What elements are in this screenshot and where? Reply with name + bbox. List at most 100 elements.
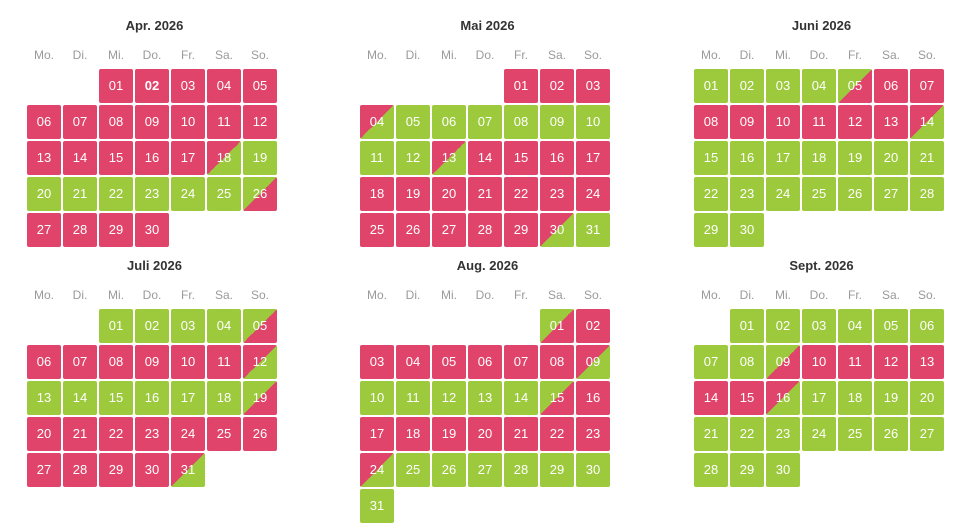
day-booked[interactable]: 22 xyxy=(504,177,538,211)
day-booked[interactable]: 11 xyxy=(207,105,241,139)
day-free[interactable]: 04 xyxy=(838,309,872,343)
day-booked[interactable]: 27 xyxy=(27,453,61,487)
day-free[interactable]: 02 xyxy=(730,69,764,103)
day-booked[interactable]: 06 xyxy=(874,69,908,103)
day-free[interactable]: 25 xyxy=(802,177,836,211)
day-free[interactable]: 01 xyxy=(694,69,728,103)
day-free[interactable]: 13 xyxy=(468,381,502,415)
day-free[interactable]: 29 xyxy=(694,213,728,247)
day-free[interactable]: 24 xyxy=(171,177,205,211)
day-booked[interactable]: 08 xyxy=(540,345,574,379)
day-booked[interactable]: 29 xyxy=(99,453,133,487)
day-booked[interactable]: 17 xyxy=(171,141,205,175)
day-free[interactable]: 30 xyxy=(576,453,610,487)
day-changeover-free-booked[interactable]: 09 xyxy=(766,345,800,379)
day-free[interactable]: 22 xyxy=(99,177,133,211)
day-booked[interactable]: 14 xyxy=(694,381,728,415)
day-changeover-booked-free[interactable]: 16 xyxy=(766,381,800,415)
day-free[interactable]: 01 xyxy=(99,309,133,343)
day-booked[interactable]: 28 xyxy=(468,213,502,247)
day-booked[interactable]: 28 xyxy=(63,213,97,247)
day-changeover-free-booked[interactable]: 01 xyxy=(540,309,574,343)
day-booked[interactable]: 01 xyxy=(99,69,133,103)
day-free[interactable]: 17 xyxy=(802,381,836,415)
day-booked[interactable]: 11 xyxy=(838,345,872,379)
day-free[interactable]: 14 xyxy=(504,381,538,415)
day-booked[interactable]: 16 xyxy=(576,381,610,415)
day-booked[interactable]: 12 xyxy=(874,345,908,379)
day-free[interactable]: 07 xyxy=(694,345,728,379)
day-free[interactable]: 12 xyxy=(396,141,430,175)
day-free[interactable]: 02 xyxy=(766,309,800,343)
day-free[interactable]: 27 xyxy=(468,453,502,487)
day-booked[interactable]: 10 xyxy=(802,345,836,379)
day-booked[interactable]: 18 xyxy=(360,177,394,211)
day-free[interactable]: 01 xyxy=(730,309,764,343)
day-booked[interactable]: 03 xyxy=(360,345,394,379)
day-booked[interactable]: 10 xyxy=(171,105,205,139)
day-free[interactable]: 31 xyxy=(360,489,394,523)
day-booked[interactable]: 22 xyxy=(99,417,133,451)
day-free[interactable]: 23 xyxy=(730,177,764,211)
day-free[interactable]: 26 xyxy=(874,417,908,451)
day-free[interactable]: 18 xyxy=(802,141,836,175)
day-free[interactable]: 27 xyxy=(910,417,944,451)
day-free[interactable]: 19 xyxy=(874,381,908,415)
day-booked[interactable]: 13 xyxy=(910,345,944,379)
day-booked[interactable]: 20 xyxy=(432,177,466,211)
day-free[interactable]: 20 xyxy=(874,141,908,175)
day-free[interactable]: 20 xyxy=(910,381,944,415)
day-booked[interactable]: 24 xyxy=(171,417,205,451)
day-changeover-booked-free[interactable]: 31 xyxy=(171,453,205,487)
day-free[interactable]: 24 xyxy=(802,417,836,451)
day-booked[interactable]: 03 xyxy=(576,69,610,103)
day-booked[interactable]: 26 xyxy=(396,213,430,247)
day-changeover-booked-free[interactable]: 18 xyxy=(207,141,241,175)
day-booked[interactable]: 21 xyxy=(63,417,97,451)
day-booked[interactable]: 24 xyxy=(576,177,610,211)
day-booked[interactable]: 06 xyxy=(27,105,61,139)
day-free[interactable]: 05 xyxy=(874,309,908,343)
day-booked[interactable]: 09 xyxy=(135,105,169,139)
day-free[interactable]: 25 xyxy=(396,453,430,487)
day-free[interactable]: 26 xyxy=(838,177,872,211)
day-free[interactable]: 13 xyxy=(27,381,61,415)
day-free[interactable]: 26 xyxy=(432,453,466,487)
day-booked[interactable]: 18 xyxy=(396,417,430,451)
day-booked[interactable]: 02 xyxy=(135,69,169,103)
day-booked[interactable]: 11 xyxy=(207,345,241,379)
day-booked[interactable]: 23 xyxy=(540,177,574,211)
day-booked[interactable]: 26 xyxy=(243,417,277,451)
day-booked[interactable]: 21 xyxy=(468,177,502,211)
day-free[interactable]: 04 xyxy=(802,69,836,103)
day-free[interactable]: 23 xyxy=(135,177,169,211)
day-free[interactable]: 21 xyxy=(694,417,728,451)
day-booked[interactable]: 08 xyxy=(99,345,133,379)
day-booked[interactable]: 17 xyxy=(576,141,610,175)
day-booked[interactable]: 12 xyxy=(838,105,872,139)
day-free[interactable]: 29 xyxy=(540,453,574,487)
day-booked[interactable]: 16 xyxy=(540,141,574,175)
day-free[interactable]: 15 xyxy=(99,381,133,415)
day-free[interactable]: 03 xyxy=(171,309,205,343)
day-free[interactable]: 02 xyxy=(135,309,169,343)
day-free[interactable]: 28 xyxy=(504,453,538,487)
day-booked[interactable]: 07 xyxy=(504,345,538,379)
day-booked[interactable]: 06 xyxy=(27,345,61,379)
day-booked[interactable]: 06 xyxy=(468,345,502,379)
day-free[interactable]: 16 xyxy=(135,381,169,415)
day-booked[interactable]: 15 xyxy=(504,141,538,175)
day-booked[interactable]: 22 xyxy=(540,417,574,451)
day-free[interactable]: 29 xyxy=(730,453,764,487)
day-booked[interactable]: 19 xyxy=(432,417,466,451)
day-booked[interactable]: 30 xyxy=(135,453,169,487)
day-booked[interactable]: 20 xyxy=(27,417,61,451)
day-changeover-free-booked[interactable]: 15 xyxy=(540,381,574,415)
day-changeover-booked-free[interactable]: 04 xyxy=(360,105,394,139)
day-booked[interactable]: 08 xyxy=(99,105,133,139)
day-booked[interactable]: 15 xyxy=(99,141,133,175)
day-free[interactable]: 27 xyxy=(874,177,908,211)
day-booked[interactable]: 17 xyxy=(360,417,394,451)
day-free[interactable]: 17 xyxy=(171,381,205,415)
day-booked[interactable]: 15 xyxy=(730,381,764,415)
